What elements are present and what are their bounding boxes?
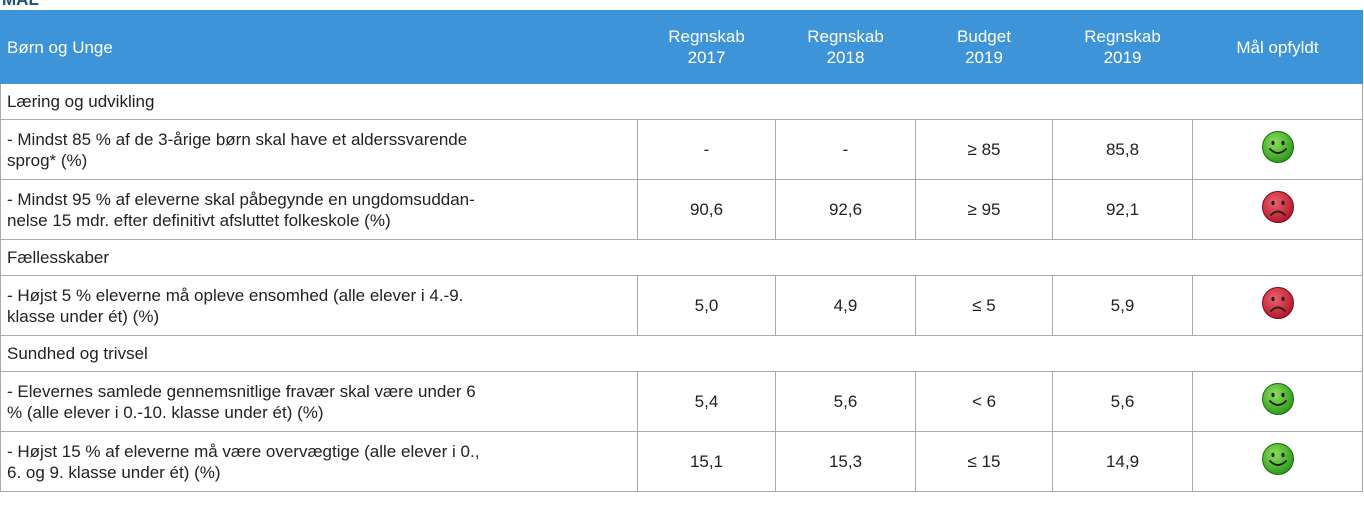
row-label: - Mindst 95 % af eleverne skal påbegynde…: [0, 179, 638, 240]
value-cell: ≤ 5: [915, 275, 1053, 336]
value-cell: 15,3: [775, 431, 916, 492]
smiley: [1261, 383, 1294, 415]
text-line: - Højst 15 % af eleverne må være overvæg…: [7, 441, 480, 461]
value-cell: 92,6: [775, 179, 916, 240]
item-row: - Elevernes samlede gennemsnitlige fravæ…: [0, 371, 1363, 432]
value-cell: 15,1: [637, 431, 776, 492]
value-cell: < 6: [915, 371, 1053, 432]
table-body: Læring og udvikling - Mindst 85 % af de 3…: [0, 83, 1363, 492]
status-cell: [1192, 119, 1363, 180]
value-cell: 85,8: [1052, 119, 1193, 180]
status-cell: [1192, 179, 1363, 240]
text-line: Børn og Unge: [7, 37, 113, 57]
text-line: Sundhed og trivsel: [7, 344, 148, 363]
value-cell: -: [637, 119, 776, 180]
row-label: Fællesskaber: [0, 239, 1363, 276]
row-label: Læring og udvikling: [0, 83, 1363, 120]
value-cell: 5,6: [775, 371, 916, 432]
column-header: Regnskab 2019: [1052, 10, 1193, 84]
header-row: Børn og Unge Regnskab 2017 Regnskab 2018 Budg…: [0, 10, 1363, 84]
value-cell: ≥ 85: [915, 119, 1053, 180]
text-line: % (alle elever i 0.-10. klasse under ét)…: [7, 402, 324, 422]
value-cell: -: [775, 119, 916, 180]
text-line: sprog* (%): [7, 150, 88, 170]
text-line: Fællesskaber: [7, 248, 110, 267]
text-line: 2018: [826, 48, 865, 67]
value-cell: 5,0: [637, 275, 776, 336]
status-cell: [1192, 431, 1363, 492]
text-line: - Mindst 85 % af de 3-årige børn skal ha…: [7, 129, 468, 149]
section-row: Fællesskaber: [0, 239, 1363, 276]
text-line: Mål opfyldt: [1236, 37, 1319, 57]
item-row: - Højst 15 % af eleverne må være overvæg…: [0, 431, 1363, 492]
text-line: 6. og 9. klasse under ét) (%): [7, 462, 221, 482]
text-line: 2019: [965, 48, 1003, 67]
text-line: Læring og udvikling: [7, 92, 155, 111]
value-cell: 5,9: [1052, 275, 1193, 336]
section-row: Læring og udvikling: [0, 83, 1363, 120]
item-row: - Højst 5 % eleverne må opleve ensomhed …: [0, 275, 1363, 336]
text-line: 2017: [687, 48, 726, 67]
row-label: - Højst 15 % af eleverne må være overvæg…: [0, 431, 638, 492]
smiley: [1261, 131, 1294, 163]
column-header: Budget 2019: [915, 10, 1053, 84]
text-line: - Mindst 95 % af eleverne skal påbegynde…: [7, 189, 475, 209]
smiley: [1261, 443, 1294, 475]
text-line: Regnskab: [668, 27, 745, 46]
section-row: Sundhed og trivsel: [0, 335, 1363, 372]
column-header: Mål opfyldt: [1192, 10, 1363, 84]
status-cell: [1192, 371, 1363, 432]
row-label: - Mindst 85 % af de 3-årige børn skal ha…: [0, 119, 638, 180]
text-line: Regnskab: [1084, 27, 1161, 46]
smiley: [1261, 191, 1294, 223]
row-label: - Elevernes samlede gennemsnitlige fravæ…: [0, 371, 638, 432]
column-header: Regnskab 2017: [637, 10, 776, 84]
value-cell: 92,1: [1052, 179, 1193, 240]
text-line: - Højst 5 % eleverne må opleve ensomhed …: [7, 285, 464, 305]
text-line: klasse under ét) (%): [7, 306, 160, 326]
item-row: - Mindst 95 % af eleverne skal påbegynde…: [0, 179, 1363, 240]
text-line: Regnskab: [807, 27, 884, 46]
value-cell: 90,6: [637, 179, 776, 240]
smiley: [1261, 287, 1294, 319]
column-header: Regnskab 2018: [775, 10, 916, 84]
item-row: - Mindst 85 % af de 3-årige børn skal ha…: [0, 119, 1363, 180]
value-cell: ≤ 15: [915, 431, 1053, 492]
heading: MÅL: [2, 0, 39, 10]
text-line: 2019: [1103, 48, 1142, 67]
value-cell: ≥ 95: [915, 179, 1053, 240]
status-cell: [1192, 275, 1363, 336]
row-label: Sundhed og trivsel: [0, 335, 1363, 372]
value-cell: 5,6: [1052, 371, 1193, 432]
value-cell: 4,9: [775, 275, 916, 336]
goals-table: Børn og Unge Regnskab 2017 Regnskab 2018 Budg…: [0, 10, 1363, 492]
text-line: nelse 15 mdr. efter definitivt afsluttet…: [7, 210, 391, 230]
text-line: Budget: [957, 27, 1011, 46]
value-cell: 14,9: [1052, 431, 1193, 492]
column-header: Børn og Unge: [0, 10, 638, 84]
text-line: - Elevernes samlede gennemsnitlige fravæ…: [7, 381, 476, 401]
row-label: - Højst 5 % eleverne må opleve ensomhed …: [0, 275, 638, 336]
value-cell: 5,4: [637, 371, 776, 432]
